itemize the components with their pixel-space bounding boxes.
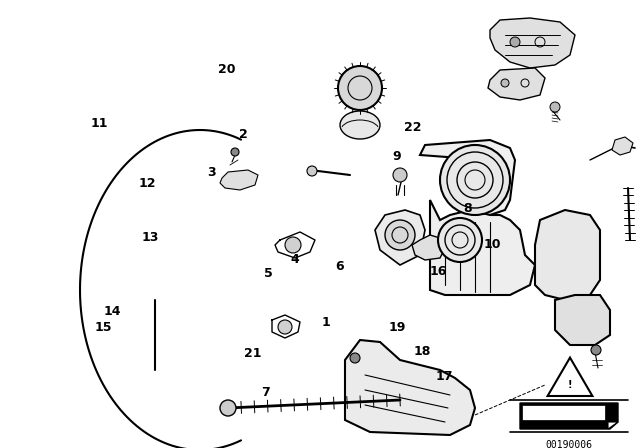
Polygon shape [490, 18, 575, 68]
Text: 8: 8 [463, 202, 472, 215]
Text: 21: 21 [244, 347, 262, 361]
Polygon shape [412, 235, 445, 260]
Circle shape [278, 320, 292, 334]
Circle shape [440, 145, 510, 215]
Circle shape [231, 148, 239, 156]
Circle shape [591, 345, 601, 355]
Text: 3: 3 [207, 166, 216, 179]
Ellipse shape [340, 111, 380, 139]
Text: 17: 17 [436, 370, 454, 383]
Circle shape [501, 79, 509, 87]
Text: 19: 19 [388, 320, 406, 334]
Polygon shape [522, 405, 605, 426]
Text: 9: 9 [392, 150, 401, 164]
Text: 11: 11 [90, 116, 108, 130]
Text: 6: 6 [335, 260, 344, 273]
Polygon shape [535, 210, 600, 300]
Text: 12: 12 [138, 177, 156, 190]
Polygon shape [522, 420, 605, 426]
Text: 1: 1 [322, 316, 331, 329]
Circle shape [550, 102, 560, 112]
Polygon shape [345, 340, 475, 435]
Circle shape [438, 218, 482, 262]
Text: 4: 4 [290, 253, 299, 267]
Circle shape [285, 237, 301, 253]
Polygon shape [220, 170, 258, 190]
Circle shape [350, 353, 360, 363]
Circle shape [510, 37, 520, 47]
Polygon shape [420, 140, 515, 215]
Polygon shape [520, 403, 618, 429]
Text: 00190006: 00190006 [545, 440, 593, 448]
Text: 16: 16 [429, 264, 447, 278]
Polygon shape [375, 210, 425, 265]
Text: 20: 20 [218, 63, 236, 76]
Text: 2: 2 [239, 128, 248, 141]
Text: 10: 10 [484, 237, 502, 251]
Text: 18: 18 [413, 345, 431, 358]
Polygon shape [555, 295, 610, 345]
Polygon shape [488, 68, 545, 100]
Circle shape [393, 168, 407, 182]
Text: 13: 13 [141, 231, 159, 244]
Text: 14: 14 [103, 305, 121, 318]
Circle shape [338, 66, 382, 110]
Circle shape [220, 400, 236, 416]
Polygon shape [608, 422, 618, 429]
Text: 7: 7 [261, 385, 270, 399]
Circle shape [307, 166, 317, 176]
Polygon shape [612, 137, 633, 155]
Text: 22: 22 [404, 121, 422, 134]
Circle shape [385, 220, 415, 250]
Text: !: ! [568, 380, 572, 390]
Text: 5: 5 [264, 267, 273, 280]
Polygon shape [430, 200, 535, 295]
Text: 15: 15 [95, 320, 113, 334]
